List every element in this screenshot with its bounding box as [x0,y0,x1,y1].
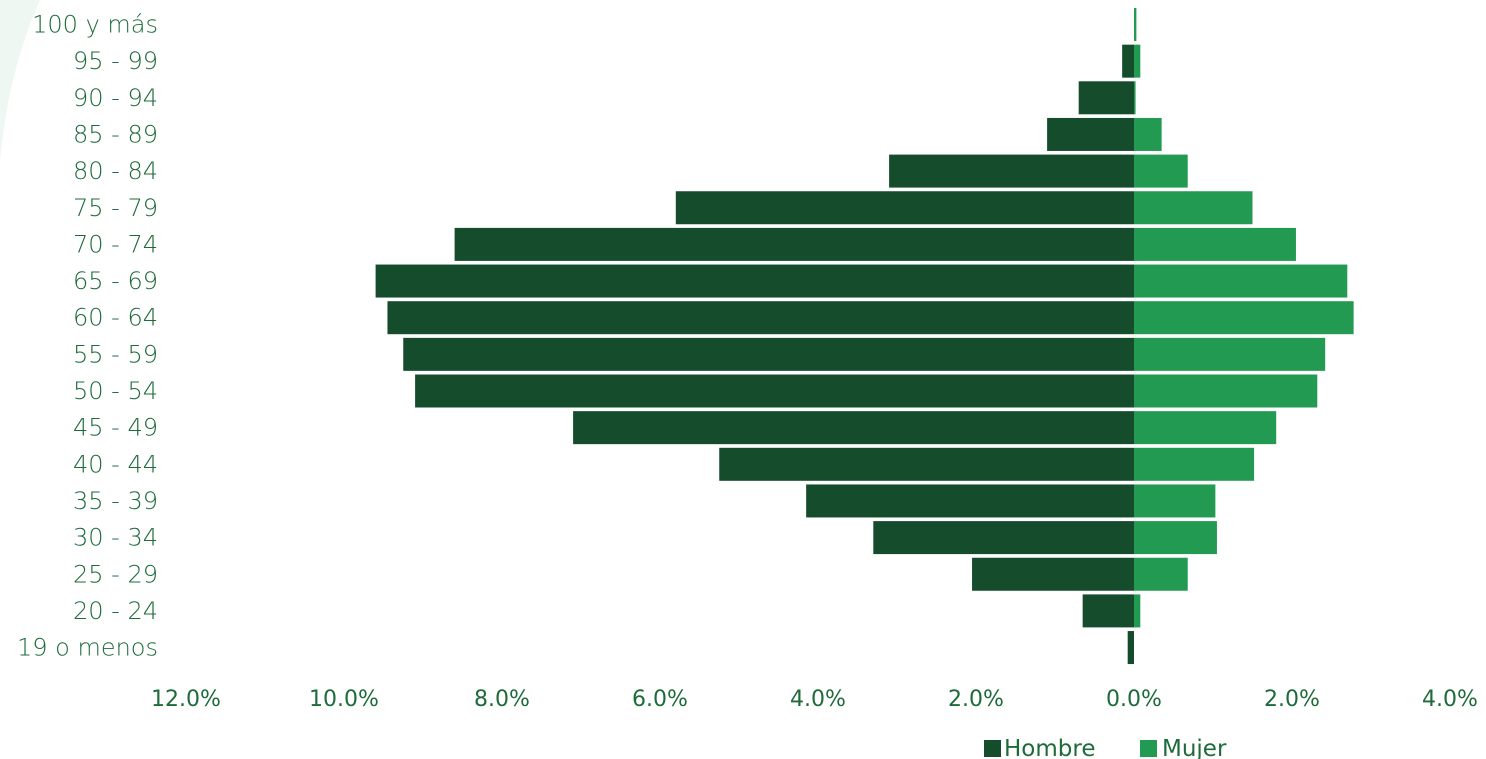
category-label-80-84: 80 - 84 [73,157,158,185]
bar-hombre-75-79 [675,191,1134,225]
bar-hombre-90-94 [1078,81,1134,115]
x-tick-label: 4.0% [790,687,846,712]
legend-swatch-mujer [1140,740,1157,757]
category-label-65-69: 65 - 69 [73,267,158,295]
category-labels: 100 y más 95 - 99 90 - 94 85 - 89 80 - 84 75 … [17,11,158,662]
x-tick-label: 6.0% [632,687,688,712]
bar-hombre-85-89 [1047,117,1134,151]
category-label-20-24: 20 - 24 [73,597,158,625]
bar-hombre-20-24 [1082,594,1134,628]
x-tick-label: 4.0% [1422,687,1478,712]
bar-mujer-70-74 [1134,227,1296,261]
x-tick-label: 12.0% [151,687,221,712]
category-label-60-64: 60 - 64 [73,304,158,332]
x-tick-label: 0.0% [1106,687,1162,712]
bar-hombre-35-39 [806,484,1134,518]
category-label-95-99: 95 - 99 [73,47,158,75]
bar-mujer-65-69 [1134,264,1348,298]
bar-hombre-70-74 [454,227,1135,261]
bar-mujer-100-y-mas [1134,8,1137,41]
bar-mujer-30-34 [1134,521,1217,555]
bars-group [375,8,1354,665]
x-axis-tick-labels: 12.0% 10.0% 8.0% 6.0% 4.0% 2.0% 0.0% 2.0% 4.0% [151,687,1478,712]
bar-mujer-55-59 [1134,337,1326,371]
bar-hombre-95-99 [1122,44,1134,78]
category-label-19-o-menos: 19 o menos [17,634,158,662]
bar-hombre-60-64 [387,301,1134,335]
legend-swatch-hombre [984,740,1001,757]
bar-hombre-25-29 [972,557,1134,591]
category-label-30-34: 30 - 34 [73,524,158,552]
category-label-85-89: 85 - 89 [73,120,158,148]
legend-label-mujer: Mujer [1162,736,1227,759]
bar-hombre-55-59 [403,337,1134,371]
bar-mujer-40-44 [1134,447,1255,481]
category-label-45-49: 45 - 49 [73,414,158,442]
bar-mujer-50-54 [1134,374,1318,408]
category-label-40-44: 40 - 44 [73,450,158,478]
category-label-35-39: 35 - 39 [73,487,158,515]
background-decoration [0,0,40,160]
category-label-100-y-mas: 100 y más [32,11,158,39]
bar-mujer-60-64 [1134,301,1354,335]
bar-hombre-45-49 [573,411,1134,445]
bar-mujer-95-99 [1134,44,1141,78]
category-label-90-94: 90 - 94 [73,84,158,112]
bar-mujer-35-39 [1134,484,1216,518]
bar-hombre-30-34 [873,521,1134,555]
bar-mujer-75-79 [1134,191,1253,225]
category-label-75-79: 75 - 79 [73,194,158,222]
x-tick-label: 2.0% [948,687,1004,712]
bar-mujer-80-84 [1134,154,1188,188]
category-label-50-54: 50 - 54 [73,377,158,405]
legend-label-hombre: Hombre [1004,736,1095,759]
category-label-55-59: 55 - 59 [73,340,158,368]
bar-mujer-45-49 [1134,411,1277,445]
category-label-25-29: 25 - 29 [73,560,158,588]
bar-mujer-85-89 [1134,117,1162,151]
bar-hombre-50-54 [415,374,1135,408]
x-tick-label: 8.0% [474,687,530,712]
bar-mujer-25-29 [1134,557,1188,591]
bar-hombre-65-69 [375,264,1135,298]
bar-hombre-40-44 [719,447,1134,481]
x-tick-label: 10.0% [309,687,379,712]
bar-mujer-90-94 [1134,81,1136,115]
bar-hombre-19-o-menos [1127,631,1134,665]
bar-mujer-20-24 [1134,594,1141,628]
legend: Hombre Mujer [984,736,1227,759]
bar-hombre-80-84 [889,154,1134,188]
category-label-70-74: 70 - 74 [73,230,158,258]
x-tick-label: 2.0% [1264,687,1320,712]
